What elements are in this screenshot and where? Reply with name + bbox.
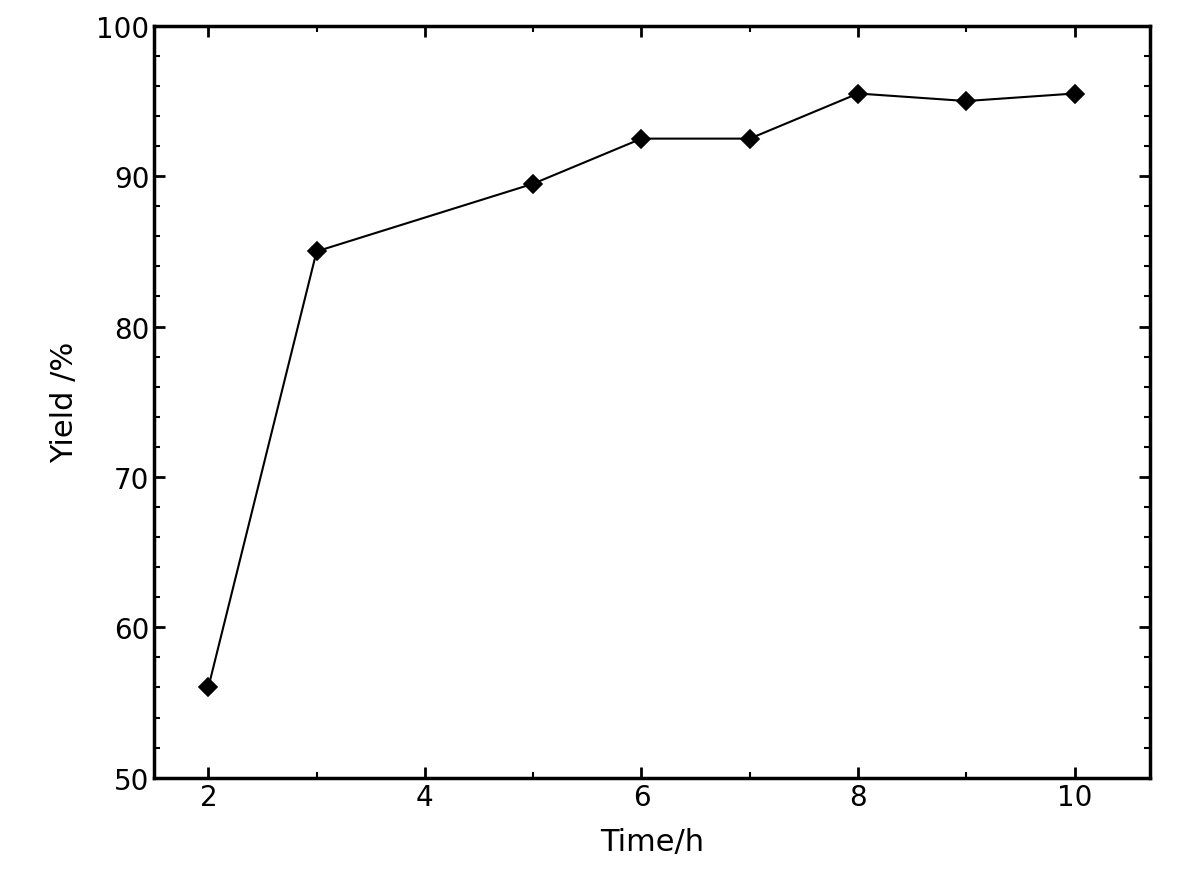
X-axis label: Time/h: Time/h bbox=[600, 827, 704, 856]
Y-axis label: Yield /%: Yield /% bbox=[51, 342, 79, 463]
